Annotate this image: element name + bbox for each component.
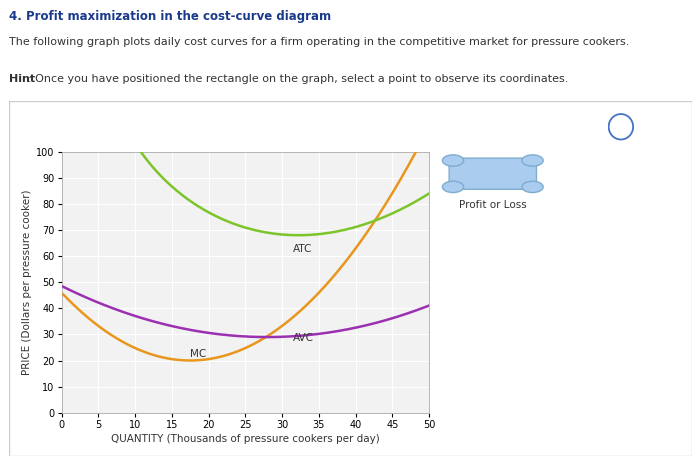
Text: ?: ? <box>617 122 624 132</box>
Text: AVC: AVC <box>293 333 314 343</box>
Text: MC: MC <box>190 349 206 359</box>
Text: The following graph plots daily cost curves for a firm operating in the competit: The following graph plots daily cost cur… <box>9 37 629 47</box>
Circle shape <box>522 155 543 166</box>
Text: ATC: ATC <box>293 244 312 254</box>
Circle shape <box>522 181 543 193</box>
Circle shape <box>609 114 633 140</box>
FancyBboxPatch shape <box>449 158 536 189</box>
Text: : Once you have positioned the rectangle on the graph, select a point to observe: : Once you have positioned the rectangle… <box>28 74 568 84</box>
Text: Profit or Loss: Profit or Loss <box>459 200 526 210</box>
Text: Hint: Hint <box>9 74 35 84</box>
Text: 4. Profit maximization in the cost-curve diagram: 4. Profit maximization in the cost-curve… <box>9 10 331 23</box>
Circle shape <box>442 181 463 193</box>
Y-axis label: PRICE (Dollars per pressure cooker): PRICE (Dollars per pressure cooker) <box>22 189 32 375</box>
FancyBboxPatch shape <box>9 101 692 456</box>
X-axis label: QUANTITY (Thousands of pressure cookers per day): QUANTITY (Thousands of pressure cookers … <box>111 434 379 443</box>
Circle shape <box>442 155 463 166</box>
